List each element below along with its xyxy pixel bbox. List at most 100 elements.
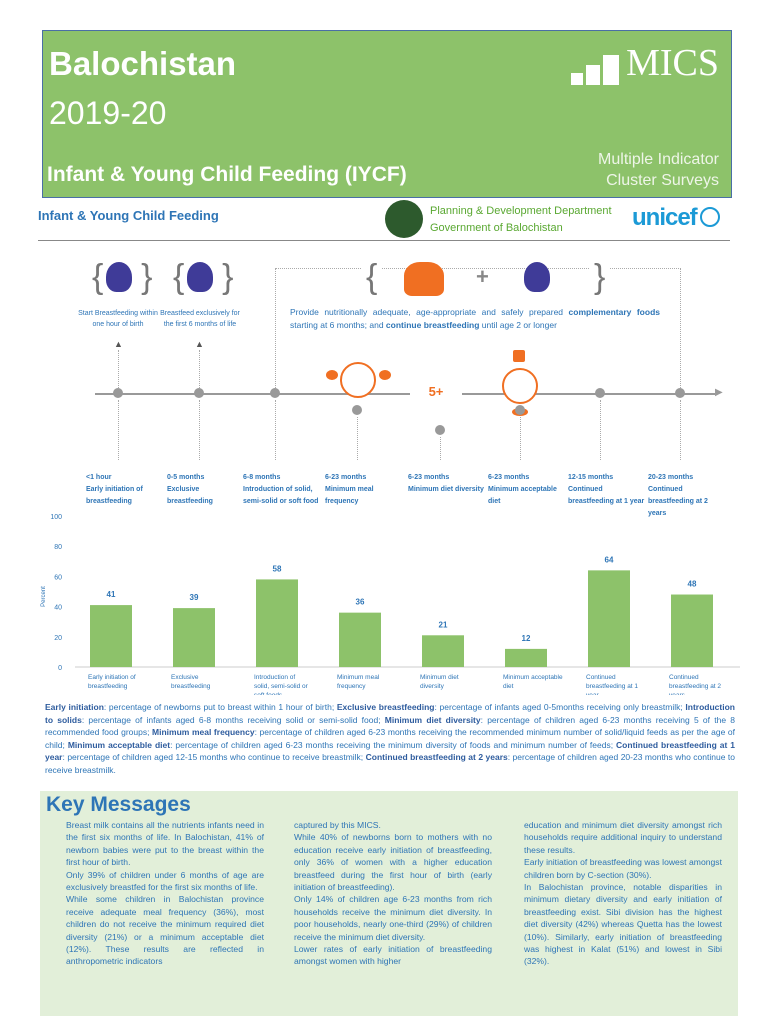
food-groups-icon: 5+ [410, 366, 462, 418]
category-label: Minimum acceptable diet [503, 674, 563, 690]
definition-term: Early initiation [45, 702, 104, 712]
department-name: Planning & Development Department Governm… [430, 205, 612, 234]
y-tick-label: 80 [54, 544, 62, 551]
bar [505, 648, 547, 667]
key-message: While some children in Balochistan provi… [66, 894, 264, 967]
y-tick-label: 40 [54, 605, 62, 612]
definition-term: Exclusive breastfeeding [336, 702, 435, 712]
timeline-stage-label: 6-23 months Minimum meal frequency [325, 474, 374, 505]
government-emblem-icon [385, 200, 423, 238]
key-message: While 40% of newborns born to mothers wi… [294, 832, 492, 893]
key-messages-column: captured by this MICS. While 40% of newbo… [294, 819, 492, 968]
timeline-connector [199, 400, 200, 460]
definition-text: : percentage of infants aged 0-5months r… [434, 702, 686, 712]
key-message: Early initiation of breastfeeding was lo… [524, 857, 722, 880]
key-messages-column: education and minimum diet diversity amo… [524, 819, 722, 968]
bar [588, 570, 630, 667]
category-label: Early initiation of breastfeeding [88, 674, 136, 690]
timeline-node [113, 388, 123, 398]
definition-term: Minimum diet diversity [384, 714, 481, 725]
bar [339, 612, 381, 667]
data-label: 39 [190, 593, 199, 602]
category-label: Minimum meal frequency [337, 674, 380, 690]
bowl-icon [379, 370, 391, 380]
plus-icon: + [476, 264, 489, 289]
timeline-stage-label: 12-15 months Continued breastfeeding at 1… [568, 474, 645, 505]
breastfeeding-mother-icon [524, 262, 550, 292]
title-banner: Balochistan 2019-20 Infant & Young Child… [42, 30, 732, 198]
timeline-node [515, 405, 525, 415]
y-tick-label: 60 [54, 574, 62, 581]
timeline-node [194, 388, 204, 398]
key-message: Only 39% of children under 6 months of a… [66, 869, 264, 893]
timeline-connector [440, 437, 441, 460]
key-messages-title: Key Messages [46, 793, 191, 816]
category-label: Exclusive breastfeeding [171, 674, 211, 690]
key-message: education and minimum diet diversity amo… [524, 820, 722, 855]
y-tick-label: 0 [58, 665, 62, 672]
iycf-bar-chart: 0 20 40 60 80 100 Percent 41 Early initiation of… [41, 514, 740, 695]
data-label: 48 [688, 580, 697, 589]
timeline-stage-label: 6-23 months Minimum diet diversity [408, 474, 484, 493]
timeline-stage-label: 6-23 months Minimum acceptable diet [488, 474, 557, 505]
timeline-connector [600, 400, 601, 460]
arrow-up-icon: ▲ [114, 339, 123, 349]
timeline-node [595, 388, 605, 398]
bar [422, 635, 464, 667]
brace-icon: { [362, 258, 382, 297]
mics-logo-text: MICS [626, 42, 719, 84]
timeline-stage-label: 20-23 months Continued breastfeeding at 2… [648, 474, 708, 517]
complementary-feeding-text: Provide nutritionally adequate, age-appr… [290, 307, 660, 330]
arrow-right-icon: ▶ [715, 387, 723, 398]
definition-text: : percentage of children aged 20-23 mont… [45, 752, 735, 775]
unicef-logo: unicef [632, 204, 720, 232]
data-label: 12 [522, 634, 531, 643]
mics-subtitle: Multiple Indicator Cluster Surveys [598, 151, 719, 189]
y-tick-label: 20 [54, 635, 62, 642]
callout-text: Start Breastfeeding within one hour of b… [78, 310, 158, 328]
clock-icon [340, 362, 376, 398]
bowl-icon [326, 370, 338, 380]
key-messages-column: Breast milk contains all the nutrients i… [66, 819, 264, 968]
timeline-stage-label: 6-8 months Introduction of solid, semi-so… [243, 474, 319, 505]
definition-text: : percentage of children aged 6-23 month… [170, 739, 617, 750]
data-label: 64 [605, 555, 614, 564]
key-message: Only 14% of children age 6-23 months fro… [294, 894, 492, 942]
timeline-connector [275, 400, 276, 460]
key-message: captured by this MICS. [294, 820, 381, 830]
definition-text: : percentage of children aged 6-23 month… [45, 714, 735, 738]
timeline-node [352, 405, 362, 415]
y-axis-label: Percent [41, 586, 47, 607]
arrow-up-icon: ▲ [195, 339, 204, 349]
definition-term: Minimum meal frequency [152, 727, 255, 737]
definition-text: : percentage of infants aged 6-8 months … [81, 714, 385, 725]
region-title: Balochistan [49, 45, 237, 82]
timeline-node [270, 388, 280, 398]
key-messages-box: Key Messages Breast milk contains all th… [40, 791, 738, 1016]
timeline-stage-label: <1 hour Early initiation of breastfeeding [86, 474, 143, 505]
key-message: Breast milk contains all the nutrients i… [66, 820, 264, 868]
definition-term: Continued breastfeeding at 1 year [45, 739, 735, 763]
data-label: 21 [439, 620, 448, 629]
data-label: 41 [107, 590, 116, 599]
definition-text: : percentage of newborns put to breast w… [103, 702, 337, 712]
data-label: 36 [356, 598, 365, 607]
y-tick-label: 100 [50, 514, 62, 521]
definition-term: Continued breastfeeding at 2 years [365, 752, 508, 762]
divider [38, 240, 730, 241]
clock-icon [502, 368, 538, 404]
brace-icon: } [590, 258, 610, 297]
key-message: Lower rates of early initiation of breas… [294, 944, 492, 967]
timeline-connector [520, 417, 521, 460]
timeline-stage-label: 0-5 months Exclusive breastfeeding [167, 474, 213, 505]
timeline-node [675, 388, 685, 398]
feeding-child-icon [404, 262, 444, 296]
breastfeeding-mother-icon [106, 262, 132, 292]
indicator-definitions: Early initiation: percentage of newborns… [45, 701, 735, 776]
data-label: 58 [273, 564, 282, 573]
breastfeeding-mother-icon [187, 262, 213, 292]
topic-title: Infant & Young Child Feeding (IYCF) [47, 163, 407, 186]
bar [256, 579, 298, 667]
